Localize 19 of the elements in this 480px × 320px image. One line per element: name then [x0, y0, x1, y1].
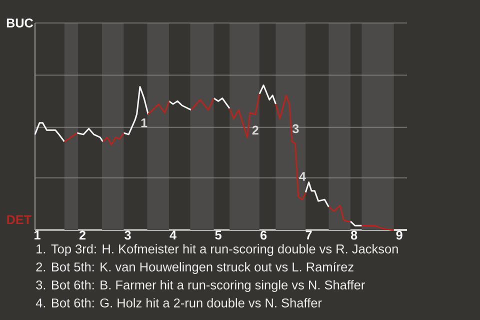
annotation: 1: [141, 118, 148, 128]
text: 4. Bot 6th: G. Holz hit a 2-run double vs N. Shaffer: [36, 298, 322, 308]
annotation: 2: [252, 126, 258, 135]
text: 1. Top 3rd: H. Kofmeister hit a run-scoring double vs R. Jackson: [36, 244, 398, 256]
text: DET: [7, 215, 32, 224]
annotation: 3: [292, 124, 299, 134]
text: BUC: [6, 18, 34, 28]
text: 3. Bot 6th: B. Farmer hit a run-scoring single vs N. Shaffer: [36, 280, 365, 292]
annotation: 4: [299, 172, 306, 181]
x-tick-label: 8: [350, 230, 358, 240]
x-tick-label: 1: [34, 230, 40, 240]
x-tick-label: 7: [306, 230, 312, 240]
x-tick-label: 3: [124, 230, 131, 240]
text: 2. Bot 5th: K. van Houwelingen struck out vs L. Ramírez: [36, 262, 354, 274]
x-tick-label: 9: [396, 230, 402, 240]
x-tick-label: 5: [215, 230, 222, 240]
x-tick-label: 2: [79, 230, 86, 240]
x-tick-label: 6: [260, 230, 267, 240]
x-tick-label: 4: [170, 230, 176, 240]
